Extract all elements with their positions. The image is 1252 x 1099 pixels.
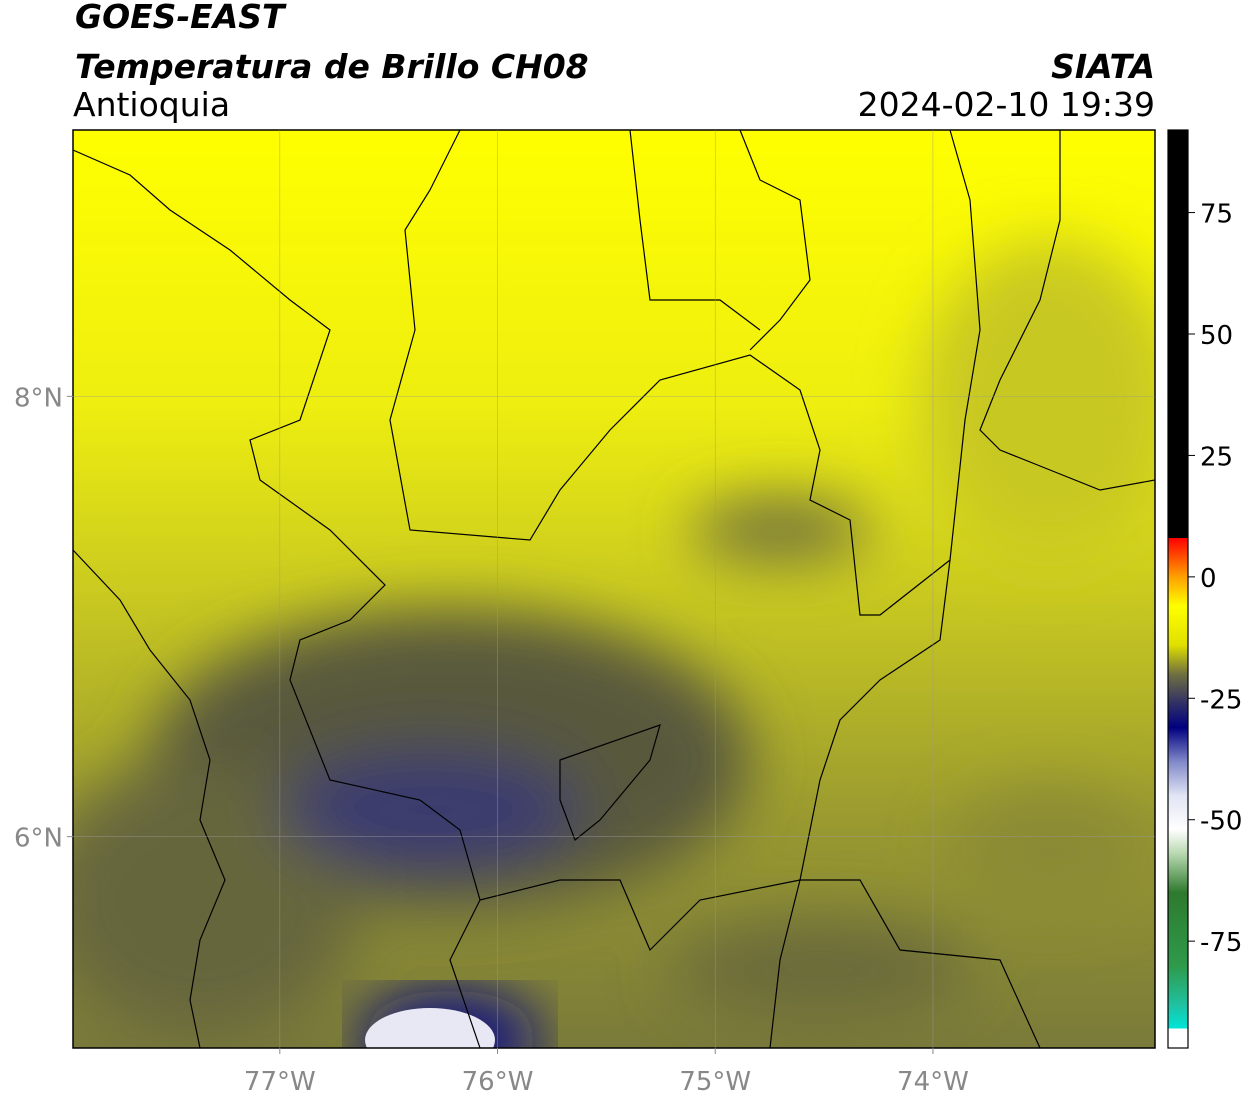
lon-tick-label: 76°W bbox=[462, 1067, 534, 1097]
colorbar-tick-label: 0 bbox=[1200, 564, 1217, 594]
source: SIATA bbox=[1051, 47, 1155, 86]
colorbar-tick-label: -75 bbox=[1200, 928, 1242, 958]
lat-tick-label: 8°N bbox=[14, 383, 63, 413]
colorbar-tick-label: 50 bbox=[1200, 321, 1233, 351]
colorbar bbox=[1167, 129, 1189, 1049]
colorbar-tick-label: -25 bbox=[1200, 685, 1242, 715]
datetime: 2024-02-10 19:39 bbox=[858, 85, 1155, 124]
lon-tick-label: 74°W bbox=[897, 1067, 969, 1097]
colorbar-tick-label: 25 bbox=[1200, 442, 1233, 472]
lat-tick-label: 6°N bbox=[14, 824, 63, 854]
colorbar-tick-label: 75 bbox=[1200, 200, 1233, 230]
map-field bbox=[73, 130, 1155, 1048]
colorbar-tick-label: -50 bbox=[1200, 807, 1242, 837]
lon-tick-label: 75°W bbox=[679, 1067, 751, 1097]
title: GOES-EAST bbox=[75, 0, 287, 36]
region: Antioquia bbox=[73, 85, 230, 124]
map-frame bbox=[72, 129, 1156, 1049]
lon-tick-label: 77°W bbox=[244, 1067, 316, 1097]
subtitle: Temperatura de Brillo CH08 bbox=[75, 47, 589, 86]
